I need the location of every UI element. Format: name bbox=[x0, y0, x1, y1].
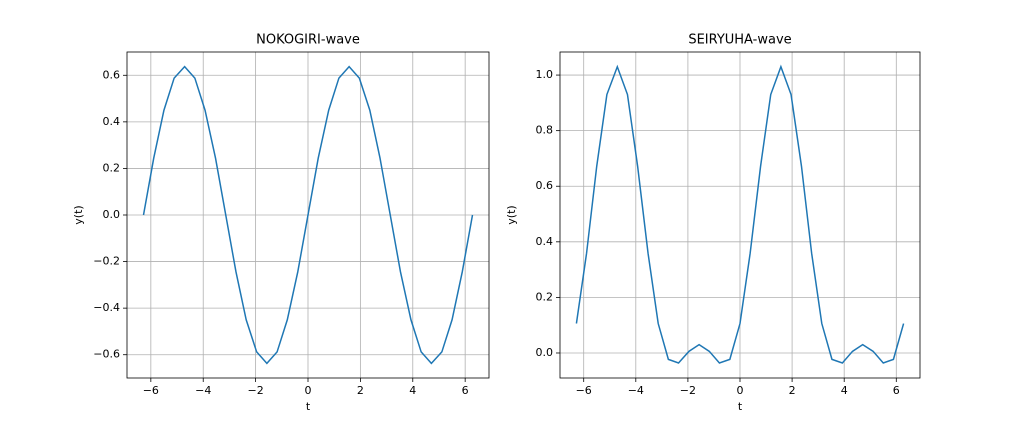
x-tick-label: −2 bbox=[248, 384, 264, 397]
x-tick-label: 6 bbox=[462, 384, 469, 397]
x-tick-label: −2 bbox=[680, 384, 696, 397]
x-tick-label: 4 bbox=[409, 384, 416, 397]
y-tick-label: 0.6 bbox=[103, 68, 121, 81]
data-line bbox=[142, 65, 474, 365]
x-tick-label: −4 bbox=[195, 384, 211, 397]
x-axis-label: t bbox=[306, 400, 311, 413]
x-tick-label: 4 bbox=[841, 384, 848, 397]
x-tick-label: −4 bbox=[628, 384, 644, 397]
y-tick-label: 0.0 bbox=[103, 208, 121, 221]
y-tick-label: −0.4 bbox=[93, 301, 120, 314]
plot-frame bbox=[559, 51, 921, 379]
plot-frame bbox=[126, 51, 490, 379]
y-tick-label: 0.4 bbox=[536, 235, 554, 248]
y-tick-label: −0.2 bbox=[93, 255, 120, 268]
data-line bbox=[575, 64, 905, 364]
y-tick-label: 0.2 bbox=[103, 161, 121, 174]
chart-title: NOKOGIRI-wave bbox=[256, 33, 360, 48]
x-tick-label: −6 bbox=[576, 384, 592, 397]
y-tick-label: 0.4 bbox=[103, 115, 121, 128]
x-axis-label: t bbox=[738, 400, 743, 413]
x-tick-label: 0 bbox=[305, 384, 312, 397]
y-tick-label: 0.6 bbox=[536, 179, 554, 192]
chart-title: SEIRYUHA-wave bbox=[688, 33, 791, 48]
y-tick-label: 0.8 bbox=[536, 124, 554, 137]
y-tick-label: 1.0 bbox=[536, 68, 554, 81]
y-tick-label: 0.2 bbox=[536, 290, 554, 303]
x-tick-label: −6 bbox=[143, 384, 159, 397]
y-tick-label: −0.6 bbox=[93, 348, 120, 361]
x-tick-label: 0 bbox=[737, 384, 744, 397]
y-axis-label: y(t) bbox=[72, 205, 85, 224]
y-tick-label: 0.0 bbox=[536, 346, 554, 359]
x-tick-label: 2 bbox=[357, 384, 364, 397]
x-tick-label: 2 bbox=[789, 384, 796, 397]
y-axis-label: y(t) bbox=[505, 205, 518, 224]
x-tick-label: 6 bbox=[893, 384, 900, 397]
